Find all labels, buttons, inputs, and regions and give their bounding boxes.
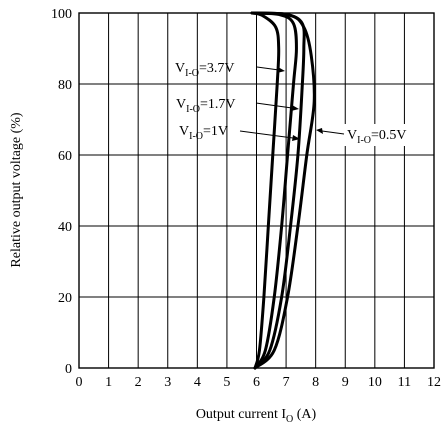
annotation-1-7v: VI-O=1.7V [176, 97, 299, 115]
annotation-0-5v-background [344, 124, 430, 146]
x-tick-label-7: 7 [283, 375, 290, 390]
y-tick-label-0: 0 [65, 362, 72, 377]
x-axis-label: Output current IO (A) [196, 407, 317, 425]
x-tick-label-11: 11 [398, 375, 411, 390]
x-tick-label-4: 4 [194, 375, 201, 390]
annotation-1v-arrowhead [292, 135, 300, 141]
x-tick-label-5: 5 [223, 375, 230, 390]
annotation-1v-label: VI-O=1V [179, 124, 228, 142]
annotation-1-7v-label: VI-O=1.7V [176, 97, 236, 115]
series-line-1 [250, 11, 298, 370]
annotation-1-7v-leader [255, 102, 293, 109]
x-tick-label-6: 6 [253, 375, 260, 390]
y-tick-label-80: 80 [58, 78, 72, 93]
annotation-0-5v-label: VI-O=0.5V [347, 128, 407, 146]
annotation-3-7v-label: VI-O=3.7V [175, 61, 235, 79]
annotation-1v: VI-O=1V [179, 124, 300, 142]
curves [250, 11, 316, 370]
x-tick-label-9: 9 [342, 375, 349, 390]
y-tick-label-60: 60 [58, 149, 72, 164]
annotation-3-7v-arrowhead [277, 67, 285, 73]
series-line-3 [250, 11, 316, 370]
plot-frame [78, 12, 435, 369]
x-tick-label-3: 3 [164, 375, 171, 390]
annotation-1v-leader [239, 130, 294, 139]
x-tick-label-8: 8 [312, 375, 319, 390]
annotation-1-7v-arrowhead [291, 105, 299, 111]
x-tick-label-2: 2 [135, 375, 142, 390]
y-axis-label: Relative output voltage (%) [9, 112, 24, 267]
grid [78, 12, 435, 369]
series-line-0 [250, 11, 281, 370]
annotation-0-5v-leader [321, 130, 345, 135]
annotation-0-5v-arrowhead [316, 128, 323, 134]
annotation-0-5v: VI-O=0.5V [316, 124, 430, 146]
annotation-3-7v: VI-O=3.7V [175, 61, 285, 79]
x-tick-label-1: 1 [105, 375, 112, 390]
x-tick-label-0: 0 [76, 375, 83, 390]
y-tick-label-40: 40 [58, 220, 72, 235]
annotation-3-7v-leader [256, 66, 280, 71]
y-tick-label-100: 100 [51, 7, 72, 22]
x-tick-label-10: 10 [368, 375, 382, 390]
x-tick-label-12: 12 [427, 375, 441, 390]
y-tick-label-20: 20 [58, 291, 72, 306]
